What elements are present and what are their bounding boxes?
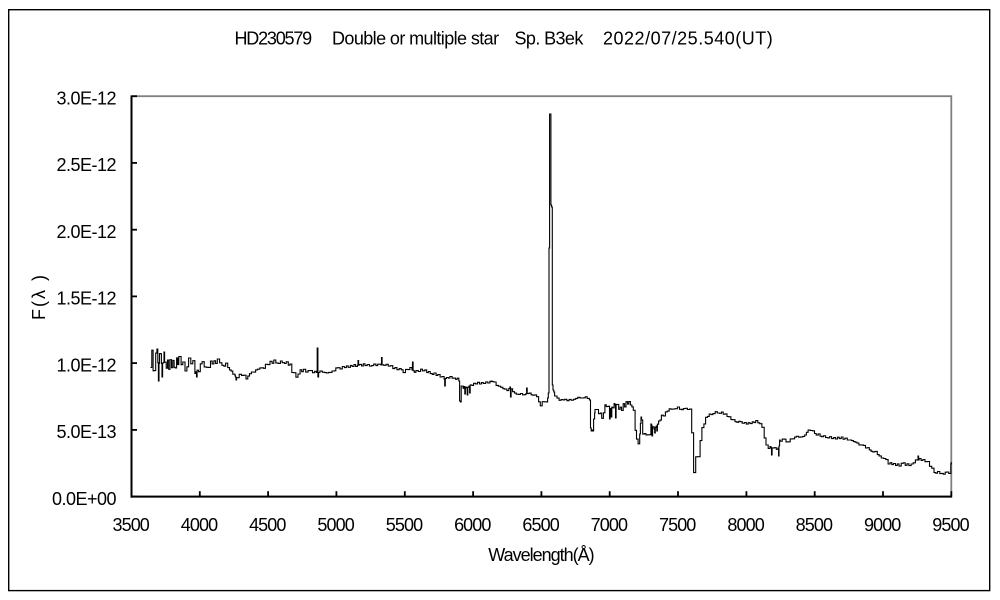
svg-text:1.5E-12: 1.5E-12 xyxy=(56,289,116,309)
svg-text:1.0E-12: 1.0E-12 xyxy=(56,355,116,375)
svg-text:3.0E-12: 3.0E-12 xyxy=(56,88,116,108)
svg-text:5.0E-13: 5.0E-13 xyxy=(56,422,116,442)
svg-text:2.5E-12: 2.5E-12 xyxy=(56,155,116,175)
svg-text:4500: 4500 xyxy=(249,515,286,535)
svg-text:5500: 5500 xyxy=(386,515,423,535)
svg-text:7500: 7500 xyxy=(659,515,696,535)
svg-text:F(λ ): F(λ ) xyxy=(29,273,49,320)
svg-text:3500: 3500 xyxy=(112,515,149,535)
svg-text:6000: 6000 xyxy=(454,515,491,535)
svg-text:9500: 9500 xyxy=(932,515,969,535)
svg-text:Wavelength(Å): Wavelength(Å) xyxy=(488,545,593,565)
svg-text:2022/07/25.540(UT): 2022/07/25.540(UT) xyxy=(603,29,773,49)
svg-text:0.0E+00: 0.0E+00 xyxy=(52,489,117,509)
svg-text:8500: 8500 xyxy=(796,515,833,535)
svg-text:HD230579: HD230579 xyxy=(235,29,313,49)
svg-text:Double or multiple star: Double or multiple star xyxy=(332,29,499,49)
svg-text:2.0E-12: 2.0E-12 xyxy=(56,222,116,242)
svg-text:8000: 8000 xyxy=(727,515,764,535)
svg-text:5000: 5000 xyxy=(317,515,354,535)
svg-text:Sp. B3ek: Sp. B3ek xyxy=(515,29,585,49)
svg-text:7000: 7000 xyxy=(591,515,628,535)
svg-text:9000: 9000 xyxy=(864,515,901,535)
svg-text:6500: 6500 xyxy=(522,515,559,535)
svg-text:4000: 4000 xyxy=(181,515,218,535)
